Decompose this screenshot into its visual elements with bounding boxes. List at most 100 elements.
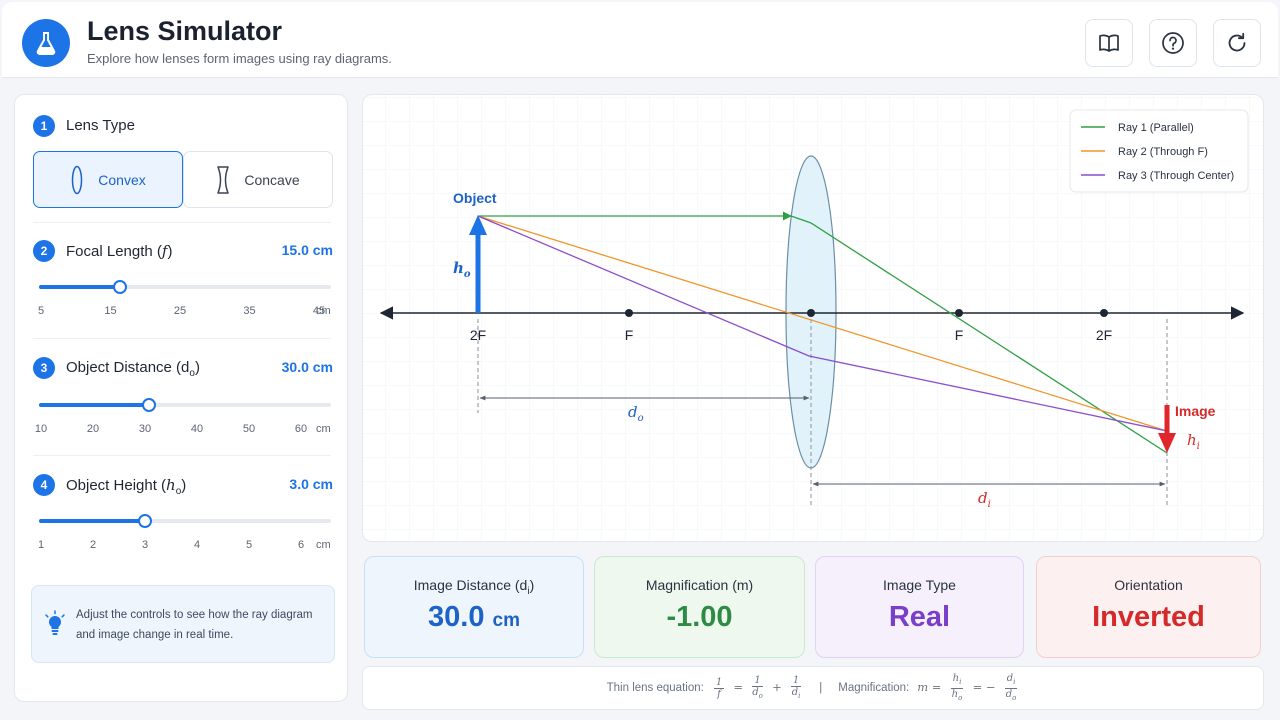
convex-lens-button[interactable]: Convex [33,151,183,208]
object-height-label: Object Height (ho) [66,476,187,497]
slider-fill [39,519,146,523]
tick-label: 45 [312,305,326,317]
lightbulb-icon [45,610,65,635]
object-distance-slider[interactable] [39,398,331,412]
concave-label: Concave [244,171,300,188]
ray-diagram-canvas: 2F F F 2F Object ho Image hi do di Ray 1… [363,95,1263,541]
slider-thumb[interactable] [113,280,128,294]
guide-button[interactable] [1085,19,1133,67]
slider-track [39,519,331,523]
magnification-card: Magnification (m) -1.00 [594,556,805,658]
tick-label: 10 [34,423,48,435]
object-height-heading: 4 Object Height (ho) 3.0 cm [33,474,333,497]
help-button[interactable] [1149,19,1197,67]
step-number: 2 [33,240,55,262]
app-header: Lens Simulator Explore how lenses form i… [2,2,1278,78]
magnification-value: -1.00 [666,601,733,633]
ray-legend: Ray 1 (Parallel) Ray 2 (Through F) Ray 3… [1069,109,1249,193]
axis-label-2f-left: 2F [470,327,486,343]
focal-length-value: 15.0 cm [281,242,333,258]
axis-label-f-right: F [955,327,964,343]
slider-track [39,285,331,289]
tick-label: 40 [190,423,204,435]
tick-label: 5 [245,539,253,551]
tick-label: 25 [173,305,187,317]
lens-type-label: Lens Type [66,117,135,134]
divider [33,455,331,456]
ray-1-refracted [790,215,1168,454]
image-distance-card: Image Distance (di) 30.0 cm [364,556,584,658]
object-arrow-head [469,215,487,235]
tick-unit: cm [316,305,331,317]
focal-length-ticks: 5 15 25 35 45 cm [37,305,331,319]
convex-label: Convex [98,171,146,188]
orientation-value: Inverted [1092,601,1205,633]
tick-label: 3 [141,539,149,551]
legend-label-ray-3: Ray 3 (Through Center) [1118,170,1234,182]
ray-diagram: 2F F F 2F Object ho Image hi do di Ray 1… [362,94,1264,542]
tick-label: 2 [89,539,97,551]
object-label: Object [453,190,497,206]
ray-2 [477,215,1168,432]
tick-label: 4 [193,539,201,551]
app-title: Lens Simulator [87,16,283,46]
step-number: 3 [33,357,55,379]
tick-label: 5 [37,305,45,317]
magnification-label: Magnification: [838,682,910,694]
thin-lens-label: Thin lens equation: [606,682,704,694]
slider-thumb[interactable] [138,514,153,528]
slider-track [39,403,331,407]
object-distance-value: 30.0 cm [281,359,333,375]
tick-label: 50 [242,423,256,435]
image-height-label: hi [1187,431,1200,452]
image-distance-value: 30.0 cm [428,601,520,633]
slider-fill [39,403,150,407]
divider [33,222,331,223]
focal-length-label: Focal Length (f) [66,242,173,260]
orientation-card: Orientation Inverted [1036,556,1261,658]
ray-3 [477,215,1168,432]
legend-label-ray-1: Ray 1 (Parallel) [1118,122,1194,134]
image-type-card-label: Image Type [883,577,956,593]
tick-label: 20 [86,423,100,435]
step-number: 4 [33,474,55,496]
tip-box: Adjust the controls to see how the ray d… [31,585,335,663]
image-arrow-head [1158,433,1176,453]
concave-lens-button[interactable]: Concave [183,151,333,208]
tick-label: 15 [104,305,117,317]
lens-type-heading: 1 Lens Type [33,115,333,137]
object-height-label: ho [453,259,471,280]
concave-lens-icon [217,165,230,194]
tip-text: Adjust the controls to see how the ray d… [76,609,313,641]
object-height-ticks: 1 2 3 4 5 6 cm [38,539,331,553]
object-distance-ticks: 10 20 30 40 50 60 cm [35,423,331,437]
focal-length-slider[interactable] [39,280,331,294]
tick-label: 60 [294,423,308,435]
convex-lens-icon [72,165,83,194]
image-type-value: Real [888,601,951,633]
focal-point-left [625,309,633,317]
object-height-slider[interactable] [39,514,331,528]
object-distance-heading: 3 Object Distance (do) 30.0 cm [33,357,333,379]
image-label: Image [1175,403,1216,419]
app-subtitle: Explore how lenses form images using ray… [87,51,392,66]
tick-unit: cm [316,539,331,551]
magnification-formula: m = hi ho = − di do [917,672,1018,702]
magnification-card-label: Magnification (m) [645,577,754,593]
tick-unit: cm [316,423,331,435]
divider [33,338,331,339]
lens-center-point [807,309,815,317]
image-distance-label: di [978,489,991,510]
equation-separator: | [819,682,823,694]
reset-button[interactable] [1213,19,1261,67]
legend-label-ray-2: Ray 2 (Through F) [1118,146,1208,158]
book-icon [1099,34,1119,52]
axis-label-2f-right: 2F [1096,327,1112,343]
axis-label-f-left: F [625,327,634,343]
step-number: 1 [33,115,55,137]
slider-fill [39,285,121,289]
slider-thumb[interactable] [142,398,157,412]
object-distance-label: Object Distance (do) [66,359,200,379]
tick-label: 35 [243,305,256,317]
